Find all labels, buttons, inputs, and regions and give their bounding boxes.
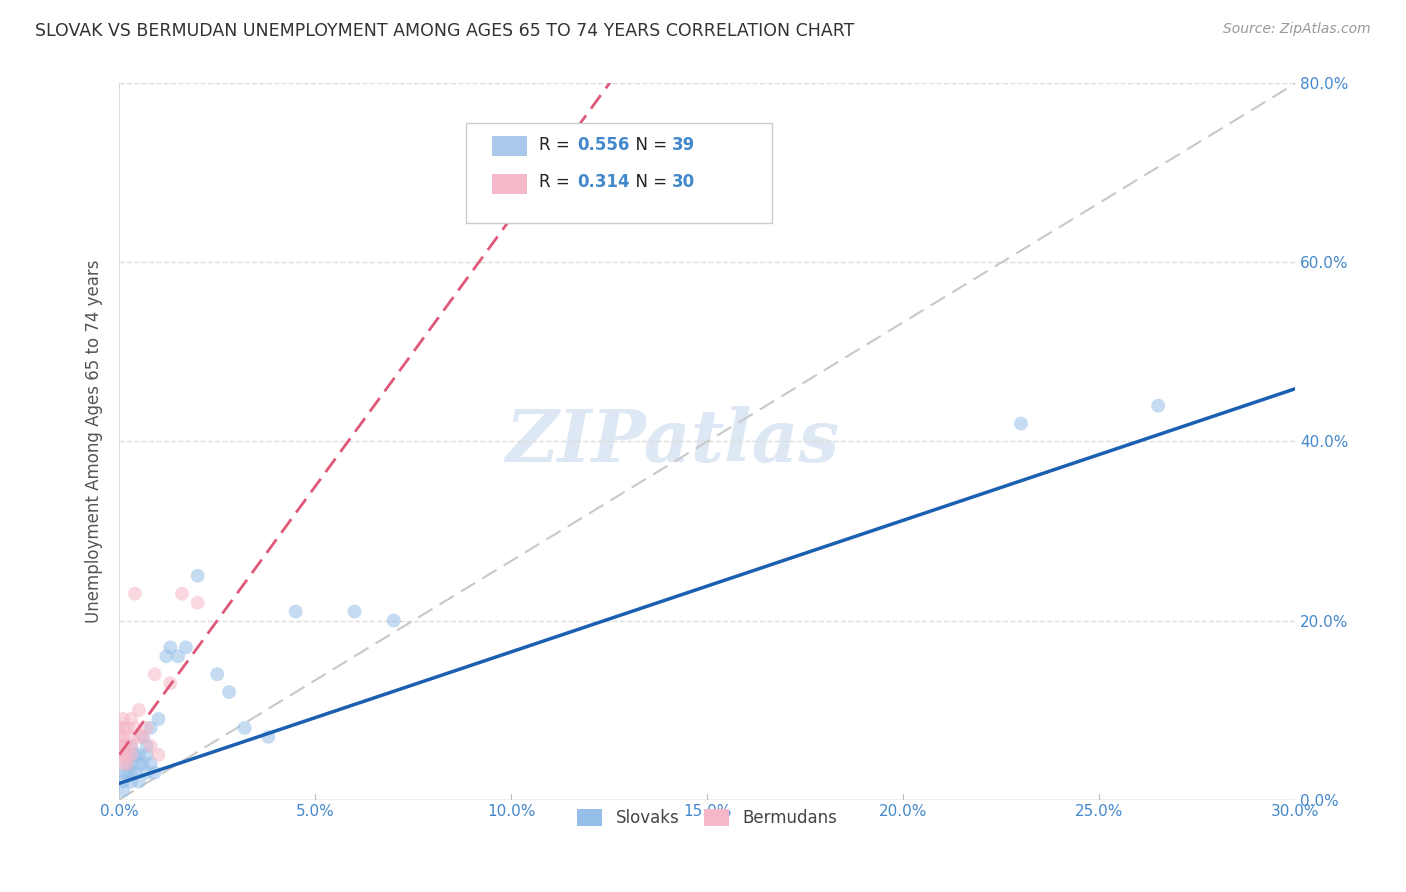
Point [112, 721, 135, 735]
Point [124, 721, 146, 735]
Point [120, 739, 142, 753]
Point [108, 721, 131, 735]
Point [132, 730, 155, 744]
Point [112, 765, 135, 780]
Point [128, 774, 150, 789]
Point [1010, 417, 1032, 431]
Point [120, 756, 142, 771]
Point [257, 730, 280, 744]
Point [115, 756, 138, 771]
Y-axis label: Unemployment Among Ages 65 to 74 years: Unemployment Among Ages 65 to 74 years [86, 260, 103, 624]
Point [120, 774, 142, 789]
Point [174, 640, 197, 655]
Point [139, 721, 162, 735]
Point [135, 739, 157, 753]
Point [120, 765, 142, 780]
Point [132, 730, 155, 744]
Point [120, 747, 142, 762]
Point [115, 765, 138, 780]
Point [112, 747, 135, 762]
Point [159, 640, 181, 655]
Point [343, 605, 366, 619]
Text: SLOVAK VS BERMUDAN UNEMPLOYMENT AMONG AGES 65 TO 74 YEARS CORRELATION CHART: SLOVAK VS BERMUDAN UNEMPLOYMENT AMONG AG… [35, 22, 855, 40]
Point [124, 587, 146, 601]
Point [143, 765, 166, 780]
Point [382, 614, 405, 628]
Point [128, 747, 150, 762]
FancyBboxPatch shape [492, 136, 527, 156]
Legend: Slovaks, Bermudans: Slovaks, Bermudans [571, 803, 844, 834]
Point [139, 739, 162, 753]
Text: R =: R = [538, 136, 575, 154]
Text: R =: R = [538, 173, 575, 191]
Point [676, 166, 699, 180]
Point [124, 765, 146, 780]
Point [120, 712, 142, 726]
Point [187, 596, 209, 610]
Point [115, 756, 138, 771]
Point [207, 667, 229, 681]
Point [115, 739, 138, 753]
FancyBboxPatch shape [492, 174, 527, 194]
Point [115, 747, 138, 762]
Point [135, 765, 157, 780]
Point [112, 774, 135, 789]
Text: 30: 30 [672, 173, 695, 191]
Point [233, 721, 256, 735]
Text: Source: ZipAtlas.com: Source: ZipAtlas.com [1223, 22, 1371, 37]
Text: 39: 39 [672, 136, 696, 154]
Point [112, 783, 135, 797]
Point [128, 756, 150, 771]
Point [218, 685, 240, 699]
Point [120, 730, 142, 744]
Point [112, 730, 135, 744]
Point [135, 721, 157, 735]
Text: ZIPatlas: ZIPatlas [505, 406, 839, 477]
Point [148, 747, 170, 762]
Point [1147, 399, 1170, 413]
Point [112, 756, 135, 771]
Text: 0.314: 0.314 [576, 173, 630, 191]
Point [132, 756, 155, 771]
Point [108, 739, 131, 753]
Point [139, 756, 162, 771]
Point [112, 712, 135, 726]
Point [135, 747, 157, 762]
Text: N =: N = [626, 136, 672, 154]
Point [115, 747, 138, 762]
Point [128, 730, 150, 744]
Text: 0.556: 0.556 [576, 136, 628, 154]
Point [128, 703, 150, 717]
Point [148, 712, 170, 726]
Point [284, 605, 307, 619]
Point [167, 649, 190, 664]
Point [159, 676, 181, 690]
Point [124, 747, 146, 762]
Point [115, 721, 138, 735]
Point [187, 568, 209, 582]
Point [155, 649, 177, 664]
FancyBboxPatch shape [467, 123, 772, 223]
Text: N =: N = [626, 173, 672, 191]
Point [170, 587, 193, 601]
Point [108, 747, 131, 762]
Point [112, 739, 135, 753]
Point [120, 739, 142, 753]
Point [143, 667, 166, 681]
Point [108, 730, 131, 744]
